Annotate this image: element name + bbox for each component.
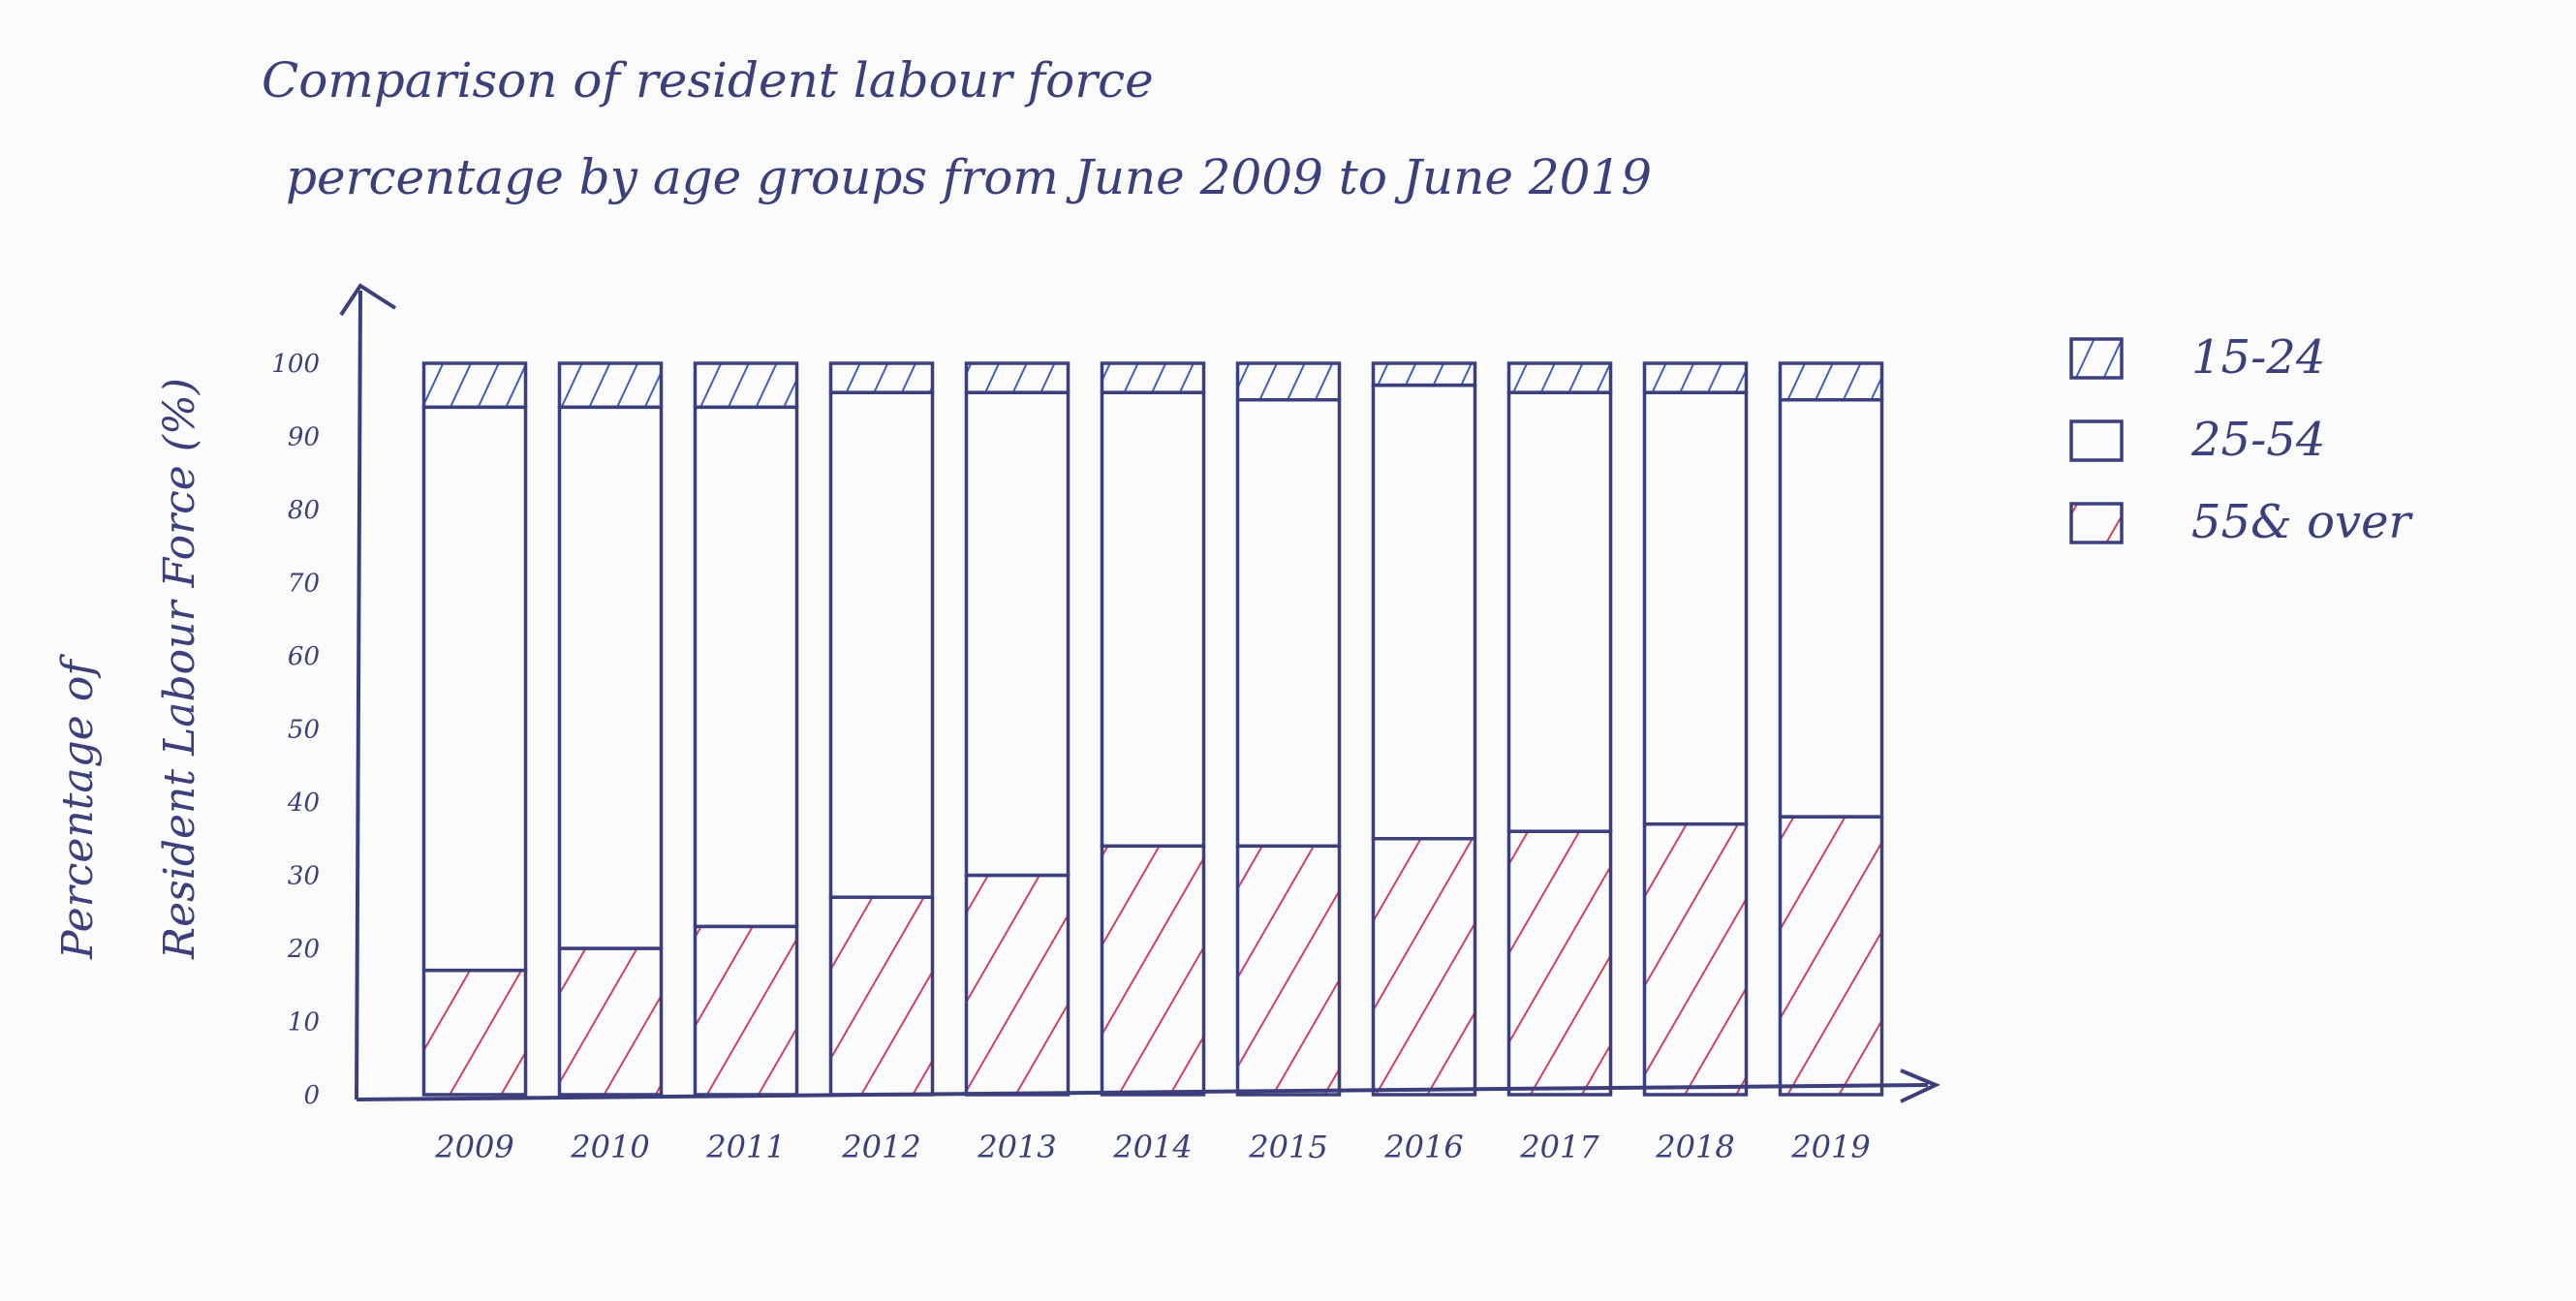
bar-segment-15-24 (1642, 361, 1749, 394)
legend-label: 55& over (2191, 495, 2413, 549)
y-tick-label: 20 (287, 935, 320, 964)
bar-segment-15-24 (421, 361, 528, 410)
x-tick-label: 2013 (977, 1129, 1056, 1165)
chart-title-line-2: percentage by age groups from June 2009 … (286, 149, 1652, 205)
bar-segment-25-54 (1100, 390, 1206, 849)
x-axis-arrow (1900, 1069, 1940, 1103)
y-tick-label: 90 (288, 423, 320, 452)
bar-segment-25-54 (1235, 398, 1342, 849)
y-tick-label: 10 (288, 1008, 320, 1038)
x-tick-label: 2009 (434, 1129, 513, 1165)
bar-segment-55-over (1506, 829, 1613, 1097)
bar-segment-25-54 (557, 405, 664, 950)
bar-segment-55-over (1642, 821, 1749, 1097)
legend-swatch-25-54 (2069, 419, 2124, 462)
x-tick-label: 2015 (1248, 1129, 1327, 1165)
bar-segment-55-over (1371, 837, 1477, 1097)
bar-segment-25-54 (1506, 390, 1613, 833)
y-tick-label: 40 (287, 789, 320, 818)
bar-segment-55-over (421, 968, 528, 1097)
bar-segment-25-54 (1371, 383, 1477, 841)
y-tick-label: 50 (288, 716, 320, 745)
bar-segment-25-54 (1642, 390, 1749, 826)
bar-segment-55-over (1235, 844, 1342, 1097)
x-tick-label: 2010 (570, 1129, 649, 1165)
x-tick-label: 2011 (705, 1129, 785, 1165)
bar-segment-25-54 (828, 390, 935, 899)
bar-segment-55-over (693, 924, 799, 1097)
x-tick-label: 2016 (1383, 1129, 1463, 1165)
x-axis-line (356, 1083, 1929, 1101)
y-tick-label: 60 (288, 642, 320, 671)
legend: 15-24 25-54 55& over (2069, 330, 2413, 549)
bar-segment-15-24 (964, 361, 1071, 394)
y-axis-title-line-1: Percentage of (53, 654, 103, 960)
bar-segment-15-24 (1506, 361, 1613, 394)
legend-label: 25-54 (2190, 413, 2325, 467)
bar-segment-55-over (964, 873, 1071, 1097)
bar-segment-15-24 (693, 361, 799, 410)
y-tick-label: 80 (288, 496, 320, 525)
bar-segment-15-24 (1235, 361, 1342, 402)
x-tick-label: 2019 (1790, 1129, 1870, 1165)
x-tick-label: 2018 (1655, 1129, 1734, 1165)
y-tick-label: 0 (303, 1081, 320, 1110)
x-tick-label: 2017 (1519, 1129, 1599, 1165)
bar-segment-55-over (828, 895, 935, 1097)
y-tick-label: 70 (288, 570, 320, 599)
x-axis-ticks: 2009 2010 2011 2012 2013 2014 2015 2016 2017 2018… (434, 1129, 1870, 1165)
bar-segment-25-54 (421, 405, 528, 973)
bar-segment-15-24 (1778, 361, 1884, 402)
y-axis-ticks: 0 10 20 30 40 50 60 70 80 90 100 (271, 350, 320, 1110)
y-tick-label: 100 (271, 350, 320, 379)
legend-swatch-15-24 (2069, 337, 2124, 380)
y-axis-line (355, 290, 362, 1100)
y-axis-title-line-2: Resident Labour Force (%) (155, 378, 204, 960)
bar-segment-55-over (1778, 815, 1884, 1097)
chart-title-line-1: Comparison of resident labour force (262, 52, 1154, 108)
bars (421, 361, 1884, 1097)
bar-segment-15-24 (557, 361, 664, 410)
bar-segment-25-54 (693, 405, 799, 929)
bar-segment-25-54 (1778, 398, 1884, 819)
x-tick-label: 2014 (1112, 1129, 1192, 1165)
bar-segment-15-24 (1100, 361, 1206, 394)
bar-segment-55-over (1100, 844, 1206, 1097)
legend-swatch-55-over (2069, 502, 2124, 544)
bar-segment-25-54 (964, 390, 1071, 878)
x-tick-label: 2012 (841, 1129, 920, 1165)
bar-segment-55-over (557, 946, 664, 1097)
y-axis-arrow (339, 283, 397, 317)
bar-segment-15-24 (1371, 361, 1477, 387)
y-tick-label: 30 (288, 862, 320, 891)
legend-label: 15-24 (2191, 330, 2325, 385)
bar-segment-15-24 (828, 361, 935, 394)
